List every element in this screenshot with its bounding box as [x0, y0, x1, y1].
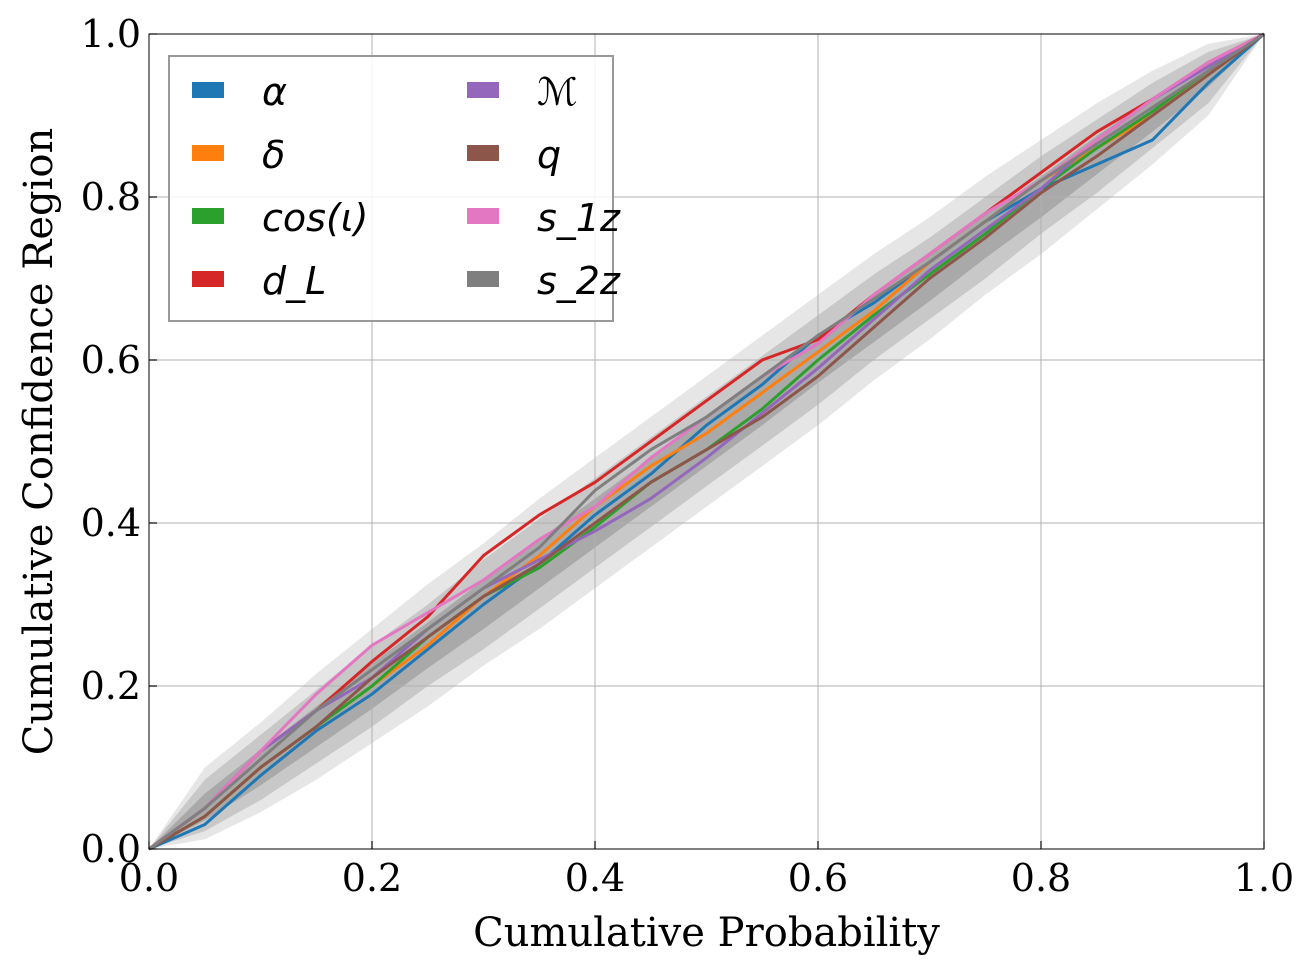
y-tick-label: 0.0 [81, 827, 141, 871]
y-tick-label: 0.6 [81, 338, 141, 382]
x-tick-label: 0.2 [342, 856, 402, 900]
series-line-6 [148, 32, 1265, 851]
legend-label: cos(ι) [262, 196, 368, 240]
legend-box [168, 55, 614, 322]
legend-swatch [192, 145, 224, 161]
legend-swatch [467, 271, 499, 287]
legend-label: s_2z [537, 259, 621, 303]
legend-label: ℳ [537, 70, 578, 114]
legend-swatch [467, 145, 499, 161]
legend-label: δ [262, 133, 285, 177]
legend-label: q [537, 133, 561, 177]
legend-label: d_L [262, 259, 326, 303]
legend-label: α [262, 70, 287, 114]
y-tick-label: 0.4 [81, 501, 141, 545]
x-tick-label: 1.0 [1234, 856, 1294, 900]
legend-swatch [192, 82, 224, 98]
x-tick-label: 0.4 [565, 856, 625, 900]
x-tick-label: 0.8 [1011, 856, 1071, 900]
series-lines [148, 32, 1265, 851]
legend-label: s_1z [537, 196, 621, 240]
ticks: 0.0 0.2 0.4 0.6 0.8 1.0 0.0 0.2 0.4 0.6 0.8 1.0 [81, 12, 1295, 900]
legend-swatch [192, 271, 224, 287]
legend-swatch [467, 208, 499, 224]
y-tick-label: 0.2 [81, 664, 141, 708]
legend-swatch [467, 82, 499, 98]
x-tick-label: 0.6 [788, 856, 848, 900]
x-axis-label: Cumulative Probability [473, 910, 940, 956]
series-line-4 [148, 32, 1265, 851]
plot-frame [148, 33, 1265, 850]
legend-swatch [192, 208, 224, 224]
y-axis-label: Cumulative Confidence Region [16, 128, 62, 756]
legend: αδ cos(ι) d_L ℳq s_1z s_2z [168, 55, 621, 322]
y-tick-label: 1.0 [81, 12, 141, 56]
y-tick-label: 0.8 [81, 175, 141, 219]
series-line-8 [148, 32, 1265, 851]
x-tick-label: 0.0 [119, 856, 179, 900]
series-line-1 [148, 32, 1265, 851]
